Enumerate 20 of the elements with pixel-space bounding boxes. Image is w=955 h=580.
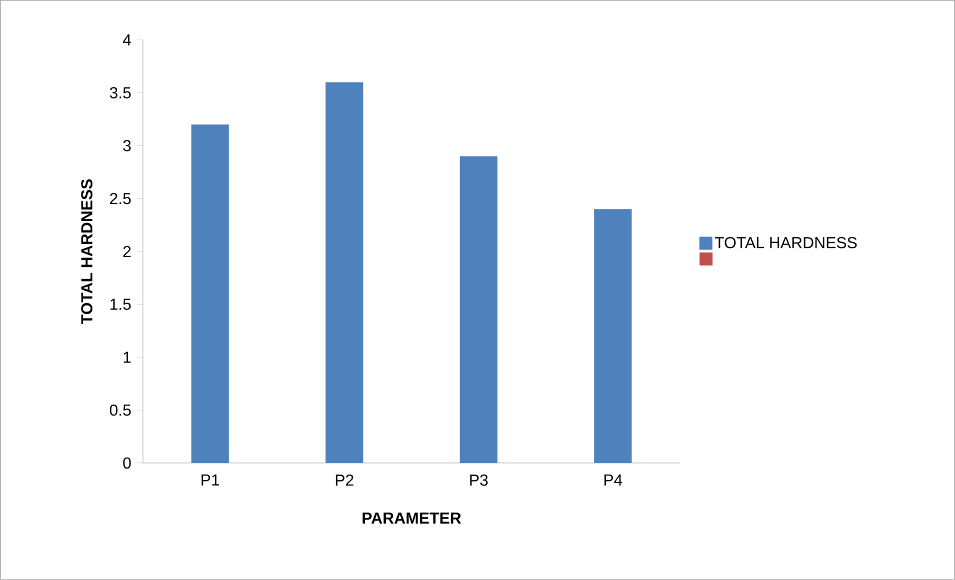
x-tick-label: P3 xyxy=(470,474,488,486)
x-tick-label: P4 xyxy=(604,474,622,486)
y-tick-label: 4 xyxy=(122,34,131,46)
y-axis-title: TOTAL HARDNESS xyxy=(81,179,92,324)
bar xyxy=(191,124,229,464)
y-tick-label: 3 xyxy=(123,140,131,152)
x-axis-title: PARAMETER xyxy=(362,512,462,524)
bar xyxy=(460,156,498,464)
x-tick-label: P1 xyxy=(202,474,220,486)
y-tick-label: 2 xyxy=(123,246,131,258)
y-tick-label: 0 xyxy=(123,457,131,469)
y-tick-label: 1.5 xyxy=(110,298,131,310)
y-tick-label: 0.5 xyxy=(110,404,131,416)
x-tick-label: P2 xyxy=(336,474,354,486)
y-tick-label: 2.5 xyxy=(110,192,131,204)
legend-label: TOTAL HARDNESS xyxy=(714,237,857,248)
y-tick-label: 3.5 xyxy=(110,87,131,98)
bar xyxy=(594,209,632,464)
y-tick-label: 1 xyxy=(124,352,131,363)
bar xyxy=(326,82,364,464)
